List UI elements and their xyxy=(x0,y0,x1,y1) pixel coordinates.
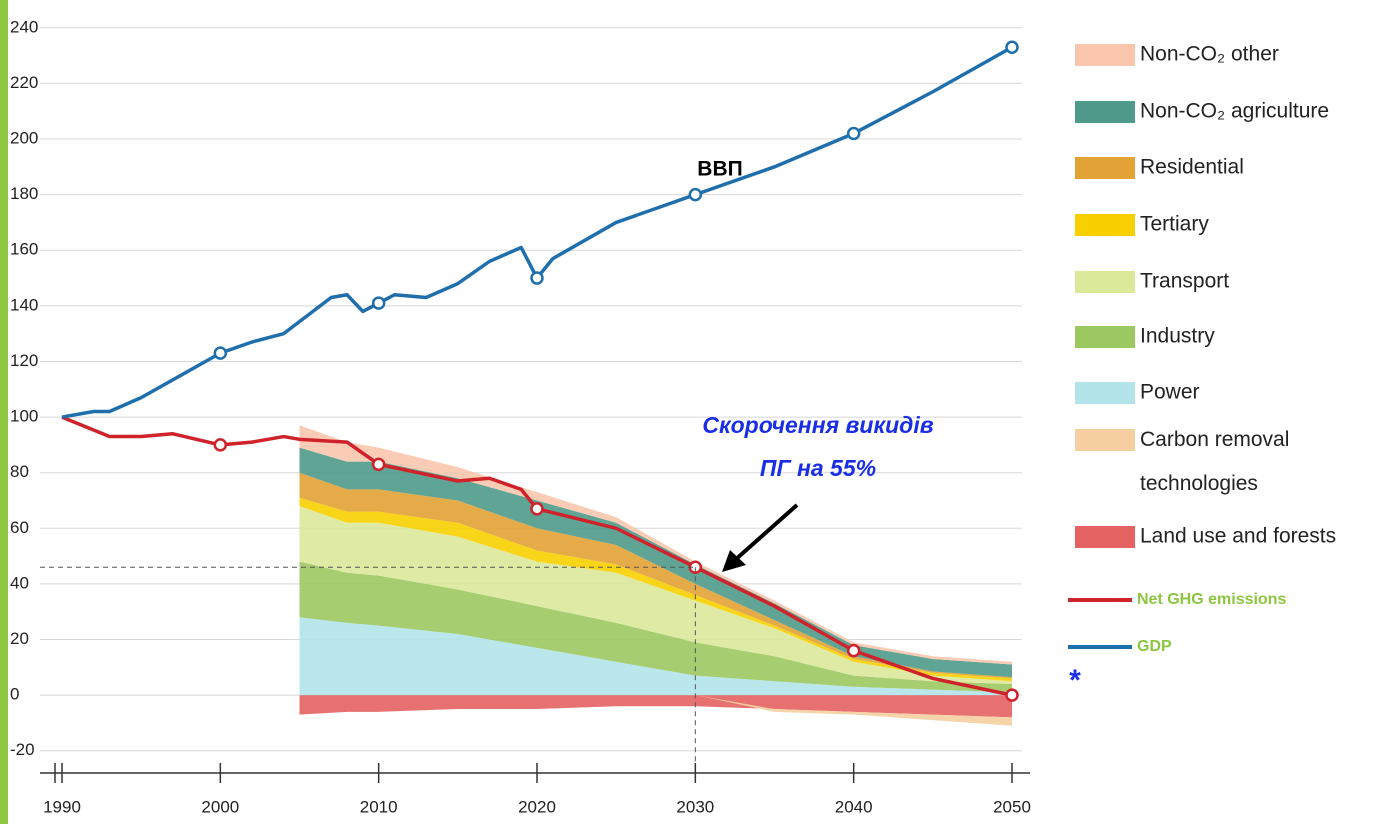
x-tick-label: 2010 xyxy=(360,797,398,816)
line-marker xyxy=(213,346,228,360)
y-tick-label: 20 xyxy=(10,629,29,648)
legend-swatch xyxy=(1075,526,1135,548)
x-tick-label: 2000 xyxy=(201,797,239,816)
line-marker xyxy=(213,438,228,452)
area xyxy=(299,695,1012,718)
y-tick-label: 200 xyxy=(10,129,38,148)
legend-swatch xyxy=(1075,101,1135,123)
line-marker xyxy=(530,502,544,516)
legend-label: Carbon removal technologies xyxy=(1140,428,1289,495)
legend-swatch xyxy=(1075,382,1135,404)
y-tick-label: -20 xyxy=(10,740,35,759)
area xyxy=(299,617,1012,696)
y-tick-label: 140 xyxy=(10,295,38,314)
y-tick-label: 180 xyxy=(10,184,38,203)
x-tick-label: 2040 xyxy=(835,797,873,816)
y-tick-label: 160 xyxy=(10,240,38,259)
line-marker xyxy=(530,271,544,285)
line-marker xyxy=(1005,688,1019,702)
legend-label: GDP xyxy=(1137,638,1172,655)
side-strip xyxy=(0,0,8,824)
legend-swatch xyxy=(1075,214,1135,236)
x-tick-label: 2030 xyxy=(676,797,714,816)
line-marker xyxy=(688,187,703,202)
arrow-head xyxy=(722,550,746,572)
area xyxy=(299,425,1012,665)
line-marker xyxy=(846,643,861,658)
y-tick-label: 100 xyxy=(10,407,38,426)
legend-label: Non-CO₂ other xyxy=(1140,43,1279,66)
legend-label: Residential xyxy=(1140,156,1244,179)
line xyxy=(61,415,1013,697)
legend-swatch xyxy=(1075,429,1135,451)
legend-swatch xyxy=(1075,271,1135,293)
legend-label-line: Carbon removal xyxy=(1140,428,1289,451)
legend-label: Land use and forests xyxy=(1140,525,1336,548)
y-tick-label: 220 xyxy=(10,73,38,92)
y-tick-label: 240 xyxy=(10,17,38,36)
legend-label: Net GHG emissions xyxy=(1137,591,1286,608)
target-annotation: ПГ на 55% xyxy=(760,455,876,481)
target-annotation: Скорочення викидів xyxy=(702,412,933,438)
area xyxy=(299,497,1012,682)
line-marker xyxy=(1005,40,1019,55)
line-marker xyxy=(371,296,386,310)
line-marker xyxy=(846,126,861,141)
x-tick-label: 2020 xyxy=(518,797,556,816)
line-marker xyxy=(371,457,386,472)
y-tick-label: 40 xyxy=(10,573,29,592)
legend-label: Industry xyxy=(1140,325,1215,348)
area xyxy=(299,472,1012,679)
legend-swatch xyxy=(1075,326,1135,348)
legend-swatch xyxy=(1075,44,1135,66)
footnote-mark: * xyxy=(1069,664,1081,697)
plot: -200204060801001201401601802002202401990… xyxy=(10,17,1031,816)
legend-label: Power xyxy=(1140,381,1200,404)
y-tick-label: 60 xyxy=(10,518,29,537)
legend-label: Transport xyxy=(1140,270,1229,293)
y-tick-label: 80 xyxy=(10,462,29,481)
legend-label-line: technologies xyxy=(1140,472,1258,495)
arrow xyxy=(733,503,799,562)
area xyxy=(299,561,1012,693)
line xyxy=(61,45,1013,419)
area xyxy=(299,447,1012,678)
legend-swatch xyxy=(1075,157,1135,179)
x-tick-label: 1990 xyxy=(43,797,81,816)
area xyxy=(299,506,1012,685)
gdp-annotation: ВВП xyxy=(697,158,742,181)
y-tick-label: 0 xyxy=(10,685,19,704)
legend-label: Non-CO₂ agriculture xyxy=(1140,100,1329,123)
legend-label: Tertiary xyxy=(1140,213,1209,236)
x-tick-label: 2050 xyxy=(993,797,1031,816)
y-tick-label: 120 xyxy=(10,351,38,370)
